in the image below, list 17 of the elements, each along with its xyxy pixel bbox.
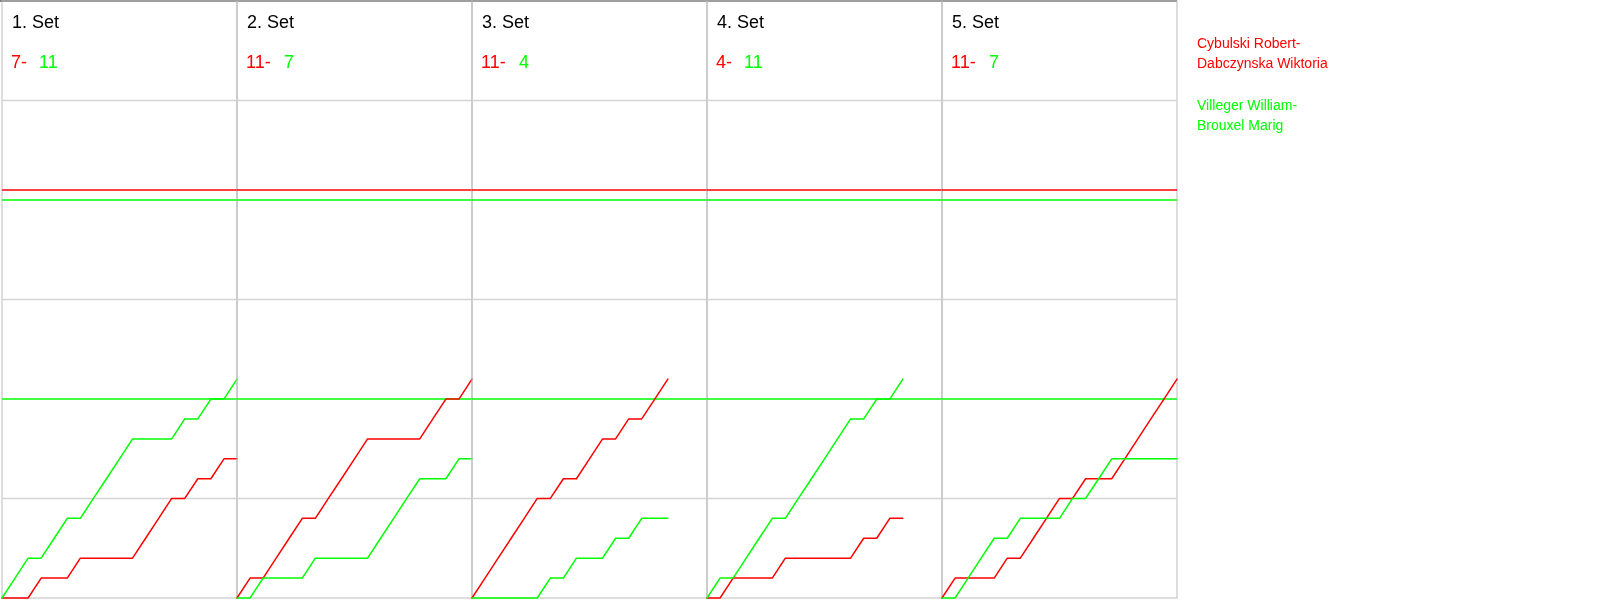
chart-title: 2. Set xyxy=(247,12,295,32)
text: 11 xyxy=(39,52,58,72)
text: 11- xyxy=(481,52,506,72)
text: 11 xyxy=(744,52,763,72)
text: Villeger William-Brouxel Marig xyxy=(1197,97,1298,133)
text: 4 xyxy=(519,52,530,72)
text: 7 xyxy=(989,52,1000,72)
text: Cybulski Robert-Dabczynska Wiktoria xyxy=(1197,35,1328,71)
text: 11- xyxy=(951,52,976,72)
chart-title: 3. Set xyxy=(482,12,530,32)
chart-title: 4. Set xyxy=(717,12,765,32)
chart-title: 5. Set xyxy=(952,12,1000,32)
text: 11- xyxy=(246,52,271,72)
chart-title: 1. Set xyxy=(12,12,60,32)
text: 7- xyxy=(11,52,28,72)
text: 7 xyxy=(284,52,295,72)
text: 4- xyxy=(716,52,733,72)
